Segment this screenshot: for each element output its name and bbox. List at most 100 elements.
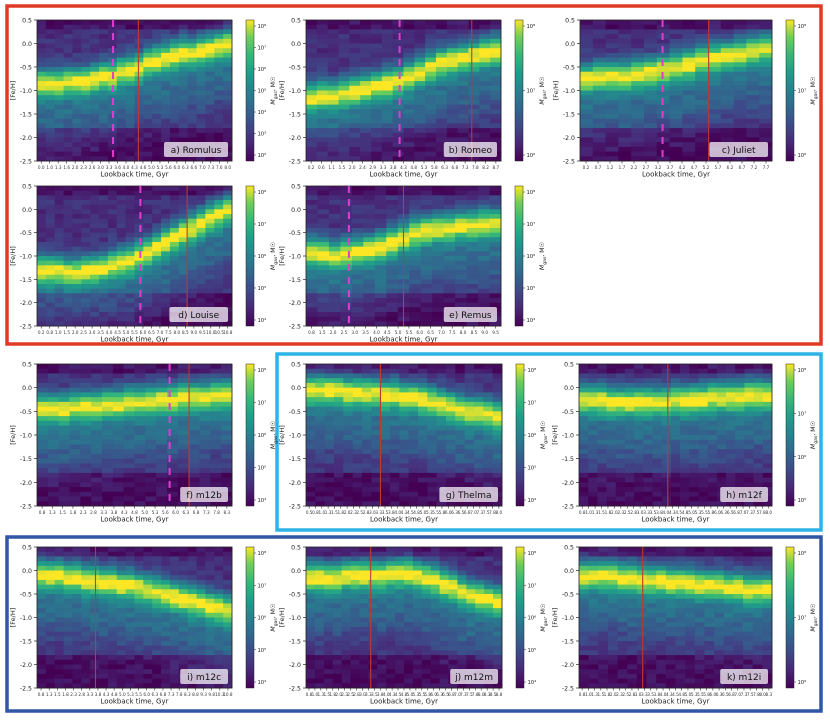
heatmap-cell: [80, 430, 91, 435]
heatmap-cell: [597, 468, 607, 473]
heatmap-cell: [72, 20, 81, 25]
heatmap-cell: [689, 397, 699, 402]
heatmap-cell: [436, 81, 447, 86]
heatmap-cell: [698, 435, 708, 440]
heatmap-cell: [317, 307, 329, 312]
heatmap-cell: [81, 58, 90, 63]
heatmap-cell: [455, 478, 465, 483]
heatmap-cell: [618, 138, 631, 143]
heatmap-cell: [197, 303, 206, 308]
heatmap-cell: [759, 76, 772, 81]
heatmap-cell: [444, 247, 456, 252]
heatmap-cell: [170, 270, 179, 275]
heatmap-cell: [436, 133, 447, 138]
heatmap-cell: [306, 48, 317, 53]
heatmap-cell: [418, 487, 428, 492]
heatmap-cell: [643, 402, 653, 407]
heatmap-cell: [113, 435, 124, 440]
heatmap-cell: [643, 416, 653, 421]
heatmap-cell: [644, 95, 657, 100]
y-tick-label: -1.5: [289, 456, 301, 463]
heatmap-cell: [334, 411, 344, 416]
heatmap-cell: [616, 421, 626, 426]
heatmap-cell: [90, 34, 99, 39]
heatmap-cell: [143, 293, 152, 298]
heatmap-cell: [223, 261, 232, 266]
heatmap-cell: [170, 247, 179, 252]
heatmap-cell: [689, 411, 699, 416]
heatmap-cell: [409, 261, 421, 266]
heatmap-cell: [343, 416, 353, 421]
heatmap-cell: [695, 86, 708, 91]
heatmap-cell: [124, 463, 135, 468]
heatmap-cell: [306, 58, 317, 63]
heatmap-cell: [375, 223, 387, 228]
heatmap-cell: [64, 265, 73, 270]
heatmap-cell: [644, 86, 657, 91]
heatmap-cell: [643, 383, 653, 388]
heatmap-cell: [446, 478, 456, 483]
heatmap-cell: [597, 473, 607, 478]
heatmap-cell: [178, 411, 189, 416]
heatmap-cell: [618, 133, 631, 138]
heatmap-cell: [746, 62, 759, 67]
heatmap-cell: [152, 48, 161, 53]
heatmap-cell: [634, 440, 644, 445]
heatmap-cell: [72, 48, 81, 53]
heatmap-cell: [152, 95, 161, 100]
heatmap-cell: [399, 492, 409, 497]
x-tick-label: 0.6: [318, 165, 325, 170]
heatmap-cell: [205, 95, 214, 100]
heatmap-cell: [759, 39, 772, 44]
heatmap-cell: [634, 459, 644, 464]
heatmap-cell: [55, 67, 64, 72]
heatmap-cell: [607, 397, 617, 402]
heatmap-cell: [671, 402, 681, 407]
heatmap-cell: [404, 39, 415, 44]
heatmap-cell: [37, 72, 46, 77]
heatmap-cell: [37, 152, 46, 157]
heatmap-cell: [102, 459, 113, 464]
heatmap-cell: [80, 402, 91, 407]
heatmap-cell: [393, 86, 404, 91]
heatmap-cell: [382, 72, 393, 77]
heatmap-cell: [362, 369, 372, 374]
heatmap-cell: [197, 114, 206, 119]
heatmap-cell: [414, 109, 425, 114]
heatmap-cell: [55, 138, 64, 143]
heatmap-cell: [46, 34, 55, 39]
heatmap-cell: [339, 152, 350, 157]
heatmap-cell: [108, 265, 117, 270]
heatmap-cell: [343, 402, 353, 407]
heatmap-cell: [37, 256, 46, 261]
heatmap-cell: [210, 459, 221, 464]
heatmap-cell: [210, 383, 221, 388]
heatmap-cell: [708, 34, 721, 39]
heatmap-cell: [188, 293, 197, 298]
heatmap-cell: [682, 67, 695, 72]
colorbar-label-unit: , M☉: [539, 76, 546, 91]
heatmap-cell: [99, 105, 108, 110]
heatmap-cell: [455, 191, 467, 196]
heatmap-cell: [55, 270, 64, 275]
heatmap-cell: [607, 444, 617, 449]
x-tick-label: 7.0: [157, 330, 164, 335]
heatmap-cell: [682, 95, 695, 100]
heatmap-cell: [625, 392, 635, 397]
heatmap-cell: [616, 373, 626, 378]
heatmap-cell: [698, 397, 708, 402]
heatmap-cell: [117, 86, 126, 91]
heatmap-cell: [653, 463, 663, 468]
x-tick-label: 5.3: [421, 165, 428, 170]
heatmap-cell: [59, 454, 70, 459]
x-tick-label: 6.8: [193, 510, 200, 515]
colorbar-tick-label: 10⁵: [258, 466, 267, 472]
heatmap-cell: [179, 100, 188, 105]
heatmap-cell: [108, 284, 117, 289]
heatmap-cell: [644, 62, 657, 67]
heatmap-cell: [306, 482, 316, 487]
heatmap-cell: [126, 20, 135, 25]
x-tick-label: 8.0: [224, 165, 231, 170]
heatmap-cell: [606, 109, 619, 114]
heatmap-cell: [188, 200, 197, 205]
